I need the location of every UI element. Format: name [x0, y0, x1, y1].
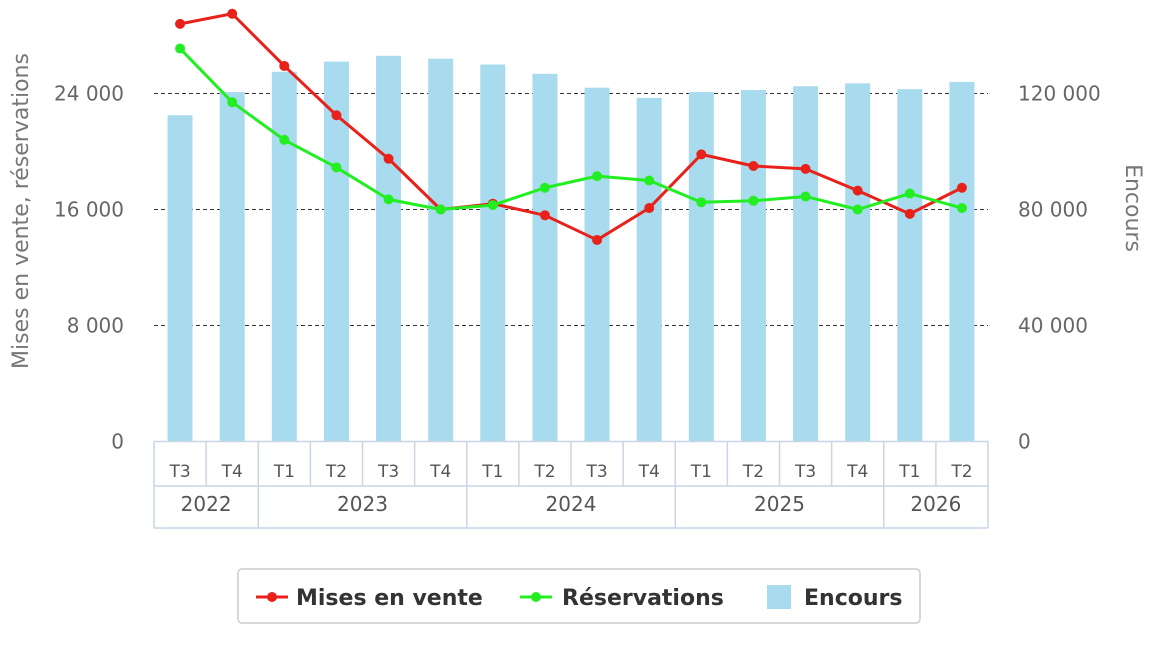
point-mises-en-vente-12 [800, 163, 811, 174]
point-reservations-4 [383, 194, 394, 205]
legend-label-encours: Encours [804, 586, 902, 611]
left-tick-label-1: 8 000 [67, 314, 124, 338]
right-axis-title: Encours [1120, 164, 1145, 252]
bar-encours-4 [376, 55, 402, 442]
point-mises-en-vente-13 [852, 185, 863, 196]
legend-item-mises-en-vente[interactable]: Mises en vente [256, 586, 483, 611]
quarter-label-5: T4 [429, 462, 451, 482]
bar-encours-7 [532, 73, 558, 442]
point-mises-en-vente-9 [644, 203, 655, 214]
quarter-label-14: T1 [898, 462, 920, 482]
quarter-label-13: T4 [846, 462, 868, 482]
quarter-label-3: T2 [325, 462, 347, 482]
line-mises-en-vente [179, 12, 963, 242]
point-reservations-2 [279, 134, 290, 145]
bar-encours-2 [271, 71, 297, 442]
line-reservations [178, 47, 963, 211]
point-mises-en-vente-10 [696, 149, 707, 160]
quarter-label-6: T1 [481, 462, 503, 482]
bar-encours-5 [428, 58, 454, 442]
x-axis-categories: T3 T4 T1 T2 T3 T4 T1 T2 T3 T4 T1 T2 T3 T4 T1 T2 2022 2023… [153, 440, 989, 529]
point-mises-en-vente-0 [175, 18, 186, 29]
quarter-label-15: T2 [950, 462, 972, 482]
quarter-label-4: T3 [377, 462, 399, 482]
point-mises-en-vente-3 [331, 110, 342, 121]
legend-item-encours[interactable]: Encours [767, 585, 902, 611]
right-tick-label-1: 40 000 [1018, 314, 1088, 338]
right-tick-label-2: 80 000 [1018, 198, 1088, 222]
bar-encours-1 [219, 92, 245, 442]
line-series [175, 8, 967, 245]
point-mises-en-vente-8 [592, 234, 603, 245]
point-mises-en-vente-2 [279, 60, 290, 71]
point-reservations-15 [956, 203, 967, 214]
left-tick-label-2: 16 000 [54, 198, 124, 222]
point-reservations-5 [435, 204, 446, 215]
year-label-2026: 2026 [910, 492, 961, 516]
legend-swatch-encours [767, 585, 791, 609]
bar-encours-14 [897, 89, 923, 442]
encours-bars [167, 55, 975, 442]
quarter-label-10: T1 [690, 462, 712, 482]
bar-encours-11 [740, 90, 766, 442]
bar-encours-6 [480, 64, 506, 442]
legend-item-reservations[interactable]: Réservations [520, 586, 724, 611]
bar-encours-15 [949, 81, 975, 442]
legend-label-reservations: Réservations [562, 586, 724, 611]
point-reservations-3 [331, 162, 342, 173]
bar-encours-9 [636, 97, 662, 442]
point-mises-en-vente-7 [539, 210, 550, 221]
point-mises-en-vente-14 [904, 208, 915, 219]
point-mises-en-vente-15 [956, 182, 967, 193]
year-label-2024: 2024 [546, 492, 597, 516]
quarter-label-9: T4 [638, 462, 660, 482]
bar-encours-13 [845, 83, 871, 442]
point-reservations-11 [748, 195, 759, 206]
point-reservations-10 [696, 197, 707, 208]
point-mises-en-vente-4 [383, 153, 394, 164]
quarter-label-2: T1 [273, 462, 295, 482]
legend-marker-mises-en-vente [267, 592, 277, 602]
point-mises-en-vente-11 [748, 161, 759, 171]
axes: 0 8 000 16 000 24 000 0 40 000 80 000 120 000 [54, 82, 1101, 454]
quarter-label-0: T3 [168, 462, 190, 482]
right-tick-label-3: 120 000 [1018, 82, 1101, 106]
quarter-label-8: T3 [585, 462, 607, 482]
point-reservations-6 [487, 200, 498, 211]
legend-marker-reservations [531, 592, 541, 602]
point-reservations-9 [644, 175, 655, 186]
legend-frame [237, 568, 921, 624]
bar-encours-8 [584, 87, 610, 442]
quarter-label-1: T4 [221, 462, 243, 482]
point-reservations-8 [592, 171, 603, 182]
point-mises-en-vente-1 [227, 8, 238, 19]
bar-encours-0 [167, 115, 193, 442]
right-tick-label-0: 0 [1018, 430, 1031, 454]
legend-label-mises-en-vente: Mises en vente [296, 586, 483, 611]
left-tick-label-0: 0 [111, 430, 124, 454]
year-label-2025: 2025 [754, 492, 805, 516]
left-axis-title: Mises en vente, réservations [9, 53, 34, 369]
point-reservations-14 [904, 188, 915, 199]
point-reservations-12 [800, 191, 811, 202]
point-reservations-1 [227, 97, 238, 108]
left-tick-label-3: 24 000 [54, 82, 124, 106]
quarter-label-11: T2 [742, 462, 764, 482]
point-reservations-13 [852, 204, 863, 215]
bar-encours-10 [688, 92, 714, 442]
bar-encours-12 [793, 86, 819, 442]
quarter-label-7: T2 [533, 462, 555, 482]
bar-encours-3 [323, 61, 349, 442]
year-label-2023: 2023 [337, 492, 388, 516]
year-label-2022: 2022 [181, 492, 232, 516]
legend[interactable]: Mises en vente Réservations Encours [237, 568, 921, 624]
quarter-label-12: T3 [794, 462, 816, 482]
point-reservations-7 [539, 182, 550, 193]
point-reservations-0 [175, 43, 186, 54]
